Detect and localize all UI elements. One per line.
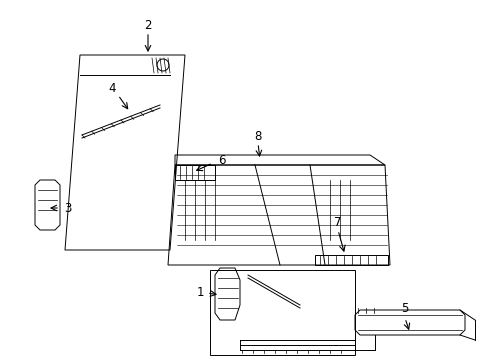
Text: 5: 5 <box>401 302 408 315</box>
Text: 1: 1 <box>196 285 203 298</box>
Bar <box>209 270 354 355</box>
Text: 2: 2 <box>144 18 151 32</box>
Text: 7: 7 <box>334 216 341 229</box>
Text: 8: 8 <box>254 130 261 143</box>
Text: 6: 6 <box>218 153 225 166</box>
Text: 3: 3 <box>64 202 72 215</box>
Text: 4: 4 <box>108 81 116 95</box>
